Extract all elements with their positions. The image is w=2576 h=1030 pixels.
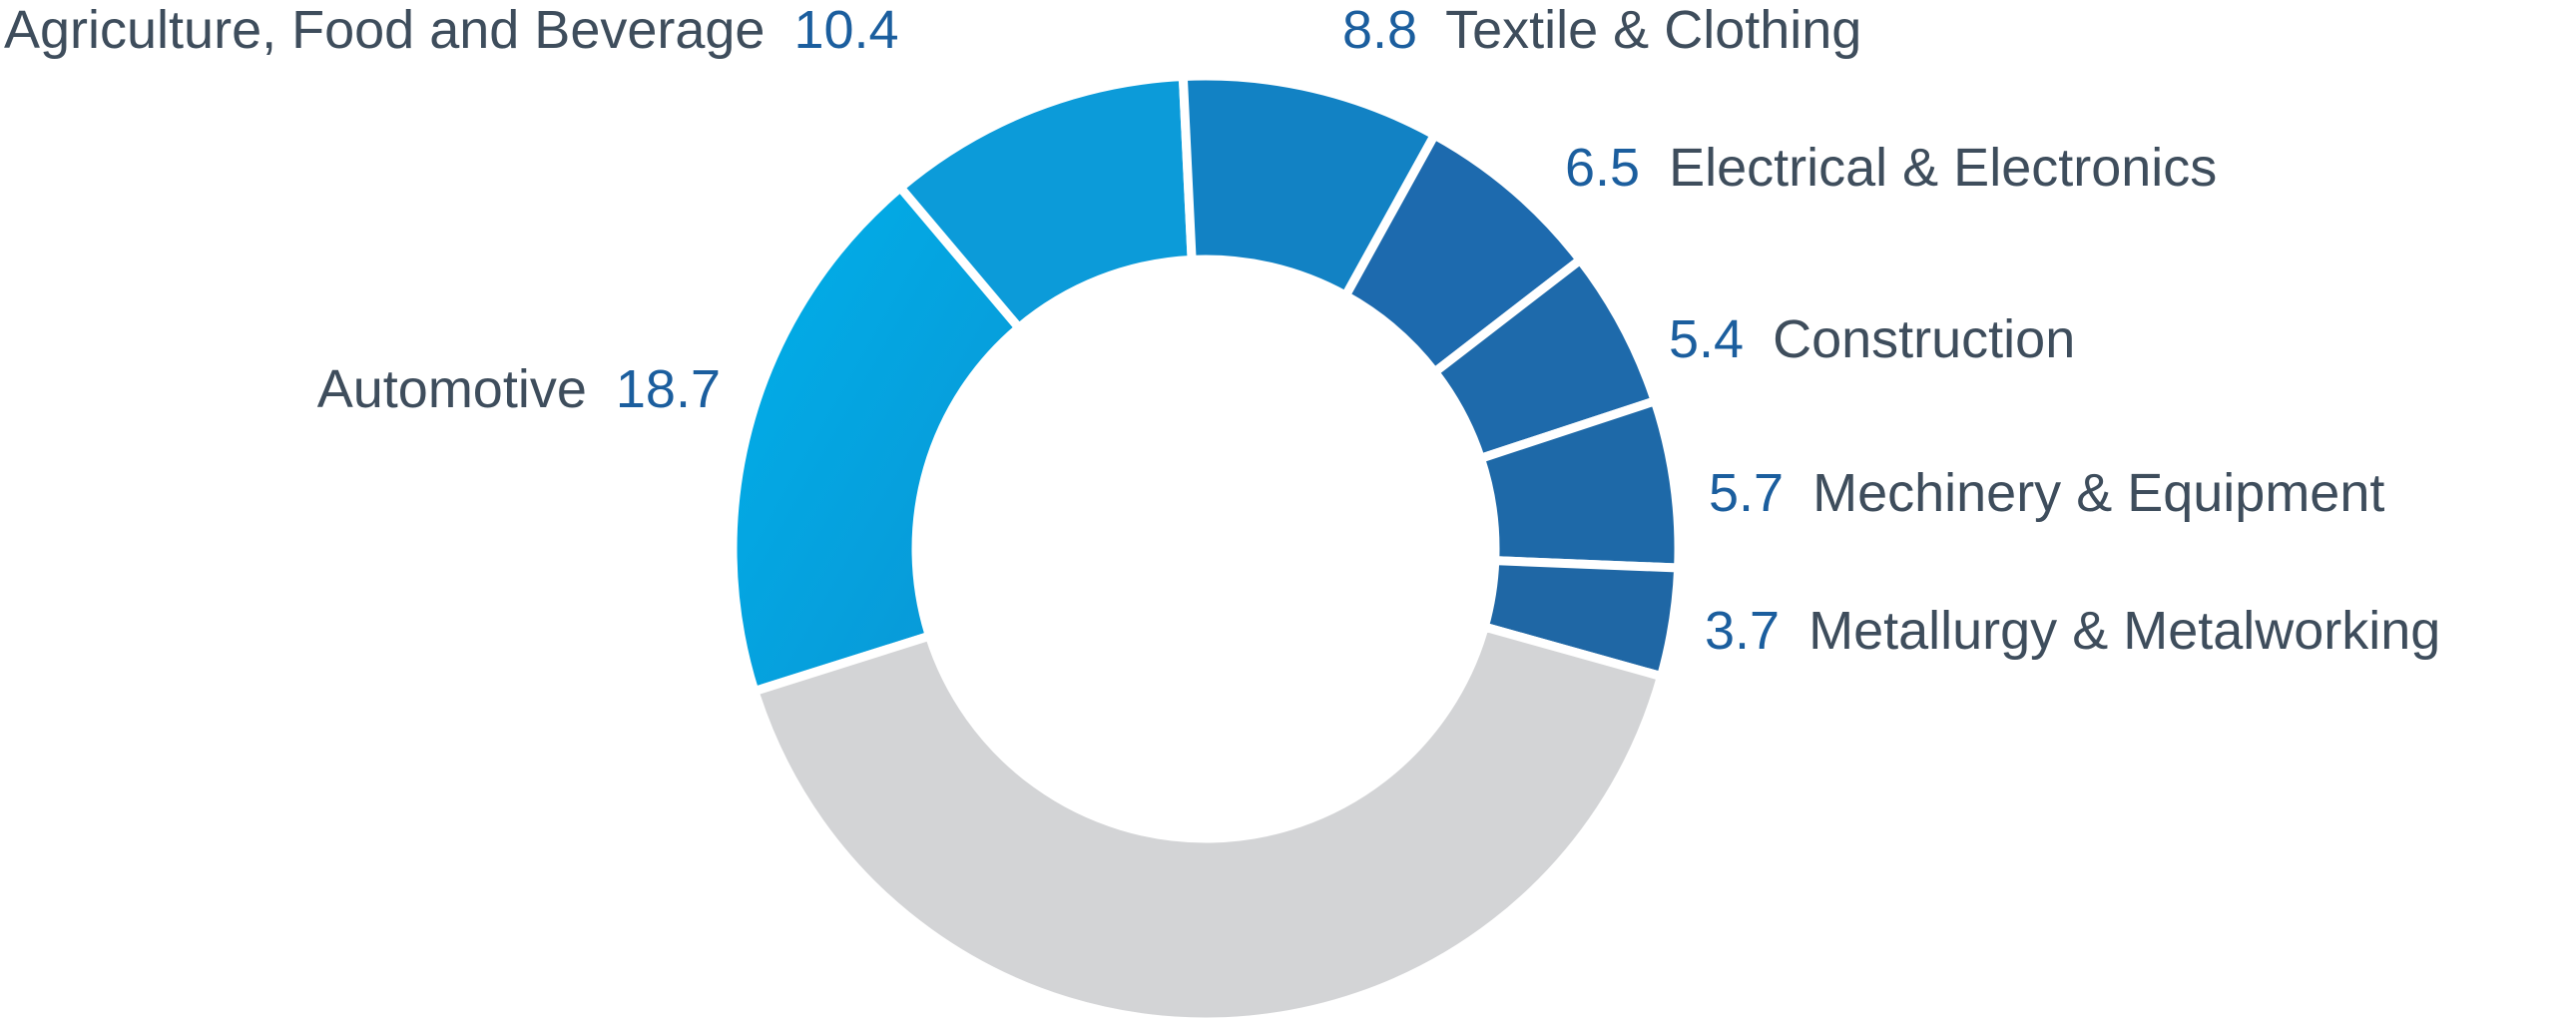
label-textile-value: 8.8: [1342, 0, 1417, 60]
label-construction: 5.4 Construction: [1669, 309, 2075, 369]
label-metallurgy: 3.7 Metallurgy & Metalworking: [1705, 601, 2440, 661]
label-construction-value: 5.4: [1669, 309, 1744, 369]
label-machinery-name: Mechinery & Equipment: [1812, 463, 2384, 523]
label-agriculture-value: 10.4: [793, 0, 898, 60]
label-metallurgy-value: 3.7: [1705, 601, 1780, 661]
label-agriculture: Agriculture, Food and Beverage 10.4: [4, 0, 899, 60]
label-machinery-value: 5.7: [1709, 463, 1784, 523]
label-automotive: Automotive 18.7: [317, 359, 721, 419]
label-metallurgy-name: Metallurgy & Metalworking: [1808, 601, 2440, 661]
label-machinery: 5.7 Mechinery & Equipment: [1709, 463, 2384, 523]
donut-slices: [728, 71, 1684, 1027]
label-construction-name: Construction: [1773, 309, 2075, 369]
label-electrical-value: 6.5: [1565, 138, 1640, 198]
label-textile: 8.8 Textile & Clothing: [1342, 0, 1861, 60]
label-agriculture-name: Agriculture, Food and Beverage: [4, 0, 765, 60]
label-textile-name: Textile & Clothing: [1445, 0, 1861, 60]
label-automotive-name: Automotive: [317, 359, 587, 419]
slice-automotive: [728, 181, 1026, 698]
label-electrical-name: Electrical & Electronics: [1669, 138, 2217, 198]
label-automotive-value: 18.7: [616, 359, 721, 419]
label-electrical: 6.5 Electrical & Electronics: [1565, 138, 2217, 198]
slice-remainder: [749, 621, 1668, 1027]
